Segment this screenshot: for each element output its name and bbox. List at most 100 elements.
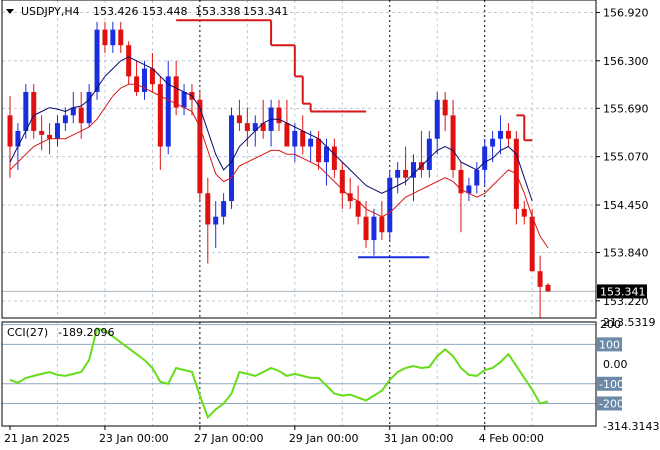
candle-body: [62, 115, 68, 124]
cci-overflow-label: 200: [600, 318, 621, 331]
candle-body: [426, 138, 432, 170]
candle-body: [387, 177, 393, 233]
candle-body: [545, 284, 551, 292]
candle-body: [165, 76, 171, 147]
candle-body: [529, 216, 535, 272]
ma-slow-line: [9, 83, 549, 249]
candle-body: [308, 138, 314, 147]
candle-body: [521, 208, 527, 217]
price-tick-label: 154.450: [603, 199, 649, 212]
price-panel-frame: [1, 0, 597, 319]
cci-tick-label: 0.00: [603, 358, 628, 371]
cci-line: [9, 327, 549, 420]
candle-body: [537, 271, 543, 287]
candle-body: [221, 201, 227, 217]
candle-body: [110, 29, 116, 46]
ohlc-caption-low: 153.338: [195, 5, 241, 18]
candle-body: [252, 123, 258, 131]
candle-body: [411, 162, 416, 178]
candle-body: [213, 216, 219, 225]
cci-caption-value: -189.2096: [58, 326, 114, 339]
candle-body: [490, 138, 496, 147]
candle-body: [157, 84, 163, 147]
cci-tick-label: -200: [599, 397, 624, 410]
candle-body: [316, 138, 322, 163]
candle-body: [142, 68, 147, 92]
ohlc-caption-high: 153.448: [142, 5, 188, 18]
candles-layer: [7, 21, 551, 318]
candle-body: [149, 68, 155, 85]
axis-labels: 156.920 156.300 155.690 155.070 154.450 153.8…: [4, 6, 659, 445]
candle-body: [482, 146, 488, 170]
candle-body: [450, 115, 456, 170]
candle-body: [244, 123, 250, 131]
time-tick-label: 29 Jan 00:00: [289, 432, 359, 445]
trailing-stop-line: [176, 19, 533, 259]
cci-tick-label: -100: [599, 378, 624, 391]
candle-body: [78, 107, 84, 124]
candle-body: [379, 216, 385, 233]
time-tick-label: 4 Feb 00:00: [479, 432, 544, 445]
time-tick-label: 21 Jan 2025: [4, 432, 70, 445]
price-tick-label: 155.070: [603, 151, 649, 164]
moving-averages: [9, 56, 549, 249]
candle-body: [118, 29, 124, 46]
candle-body: [505, 130, 511, 139]
grid-layer: [2, 0, 596, 426]
candle-body: [54, 123, 60, 139]
candle-body: [229, 115, 235, 202]
candle-body: [339, 169, 345, 194]
candle-body: [458, 169, 464, 194]
time-tick-label: 31 Jan 00:00: [384, 432, 454, 445]
candle-body: [300, 130, 306, 147]
candle-body: [323, 146, 329, 163]
ma-fast-line: [9, 56, 533, 202]
candle-body: [474, 169, 480, 186]
current-price-label: 153.341: [600, 285, 646, 298]
candle-body: [466, 185, 472, 194]
candle-body: [173, 76, 179, 108]
ohlc-caption-symbol: USDJPY,H4: [21, 5, 80, 18]
candle-body: [70, 107, 76, 116]
chart-frame: [1, 0, 597, 427]
candle-body: [292, 130, 298, 147]
candle-body: [442, 99, 448, 116]
current-price-box: [597, 284, 647, 299]
candle-body: [181, 91, 187, 108]
candle-body: [371, 216, 377, 241]
candle-body: [197, 99, 203, 194]
ohlc-caption-close: 153.341: [243, 5, 289, 18]
candle-body: [94, 29, 100, 92]
ohlc-caption-open: 153.426: [93, 5, 139, 18]
cci-caption-name: CCI(27): [7, 326, 48, 339]
cci-tick-label: -314.3143: [603, 420, 659, 433]
candle-body: [23, 91, 29, 131]
time-tick-label: 27 Jan 00:00: [194, 432, 264, 445]
candle-body: [498, 130, 504, 139]
candle-body: [236, 115, 242, 124]
cci-indicator: [2, 324, 596, 420]
candle-body: [260, 123, 266, 131]
candle-body: [276, 107, 282, 124]
cci-level-box: [597, 376, 622, 391]
price-tick-label: 156.300: [603, 55, 649, 68]
candle-body: [395, 169, 401, 178]
candle-body: [205, 193, 211, 225]
candle-body: [15, 130, 21, 147]
candle-body: [403, 169, 409, 178]
collapse-triangle-icon: [6, 9, 14, 14]
cci-tick-label: 213.5319: [603, 316, 656, 329]
session-separators: [199, 0, 486, 426]
cci-level-box: [597, 337, 622, 352]
cci-level-box: [597, 396, 622, 411]
candle-body: [31, 91, 37, 131]
time-tick-label: 23 Jan 00:00: [99, 432, 169, 445]
candle-body: [284, 123, 290, 147]
candle-body: [363, 216, 369, 241]
candle-body: [355, 201, 361, 217]
candle-body: [47, 134, 53, 139]
candle-body: [126, 45, 132, 77]
cci-tick-label: 100: [599, 338, 620, 351]
candle-body: [102, 29, 108, 46]
